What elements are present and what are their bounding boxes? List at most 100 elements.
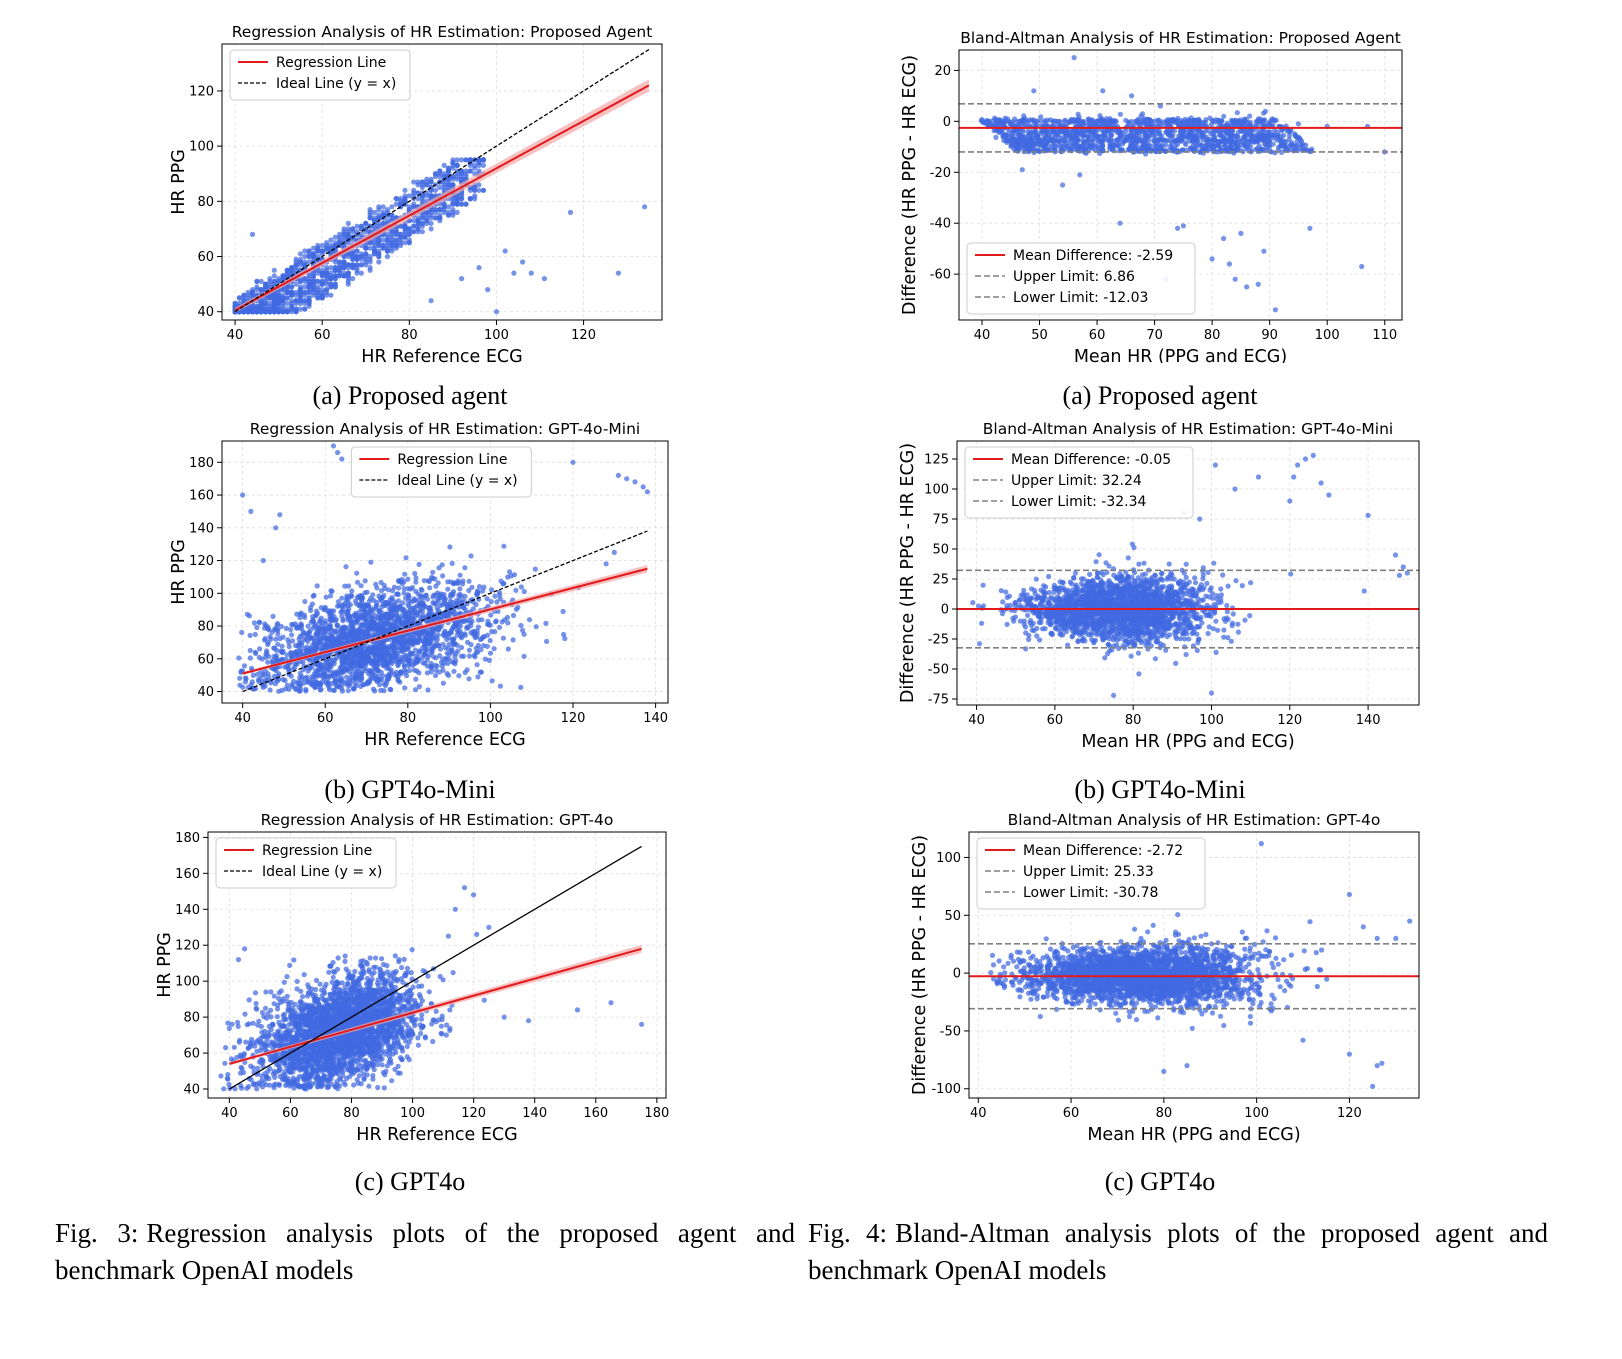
data-point [1261,110,1267,116]
data-point [1185,134,1191,140]
data-point [401,590,407,596]
data-point [367,240,373,246]
x-tick-label: 60 [314,328,331,343]
data-point [338,678,344,684]
data-point [393,196,399,202]
regression-plot-gpt4o-mini: Regression Analysis of HR Estimation: GP… [150,415,690,760]
data-point [469,596,475,603]
data-point [315,289,321,295]
data-point [487,622,493,628]
data-point [459,276,465,282]
data-point [445,660,451,666]
data-point [403,555,409,561]
data-point [384,237,391,243]
data-point [428,298,434,304]
data-point [437,218,443,224]
data-point [416,597,422,604]
data-point [413,579,419,585]
data-point [306,289,312,295]
data-point [398,196,404,202]
data-point [286,644,292,650]
data-point [489,678,495,684]
data-point [1138,121,1144,127]
data-point [1155,138,1161,144]
data-point [389,234,395,240]
data-point [467,168,473,174]
data-point [367,215,373,221]
data-point [249,231,256,237]
data-point [1173,137,1180,143]
data-point [241,663,248,669]
data-point [1219,138,1226,144]
data-point [280,287,286,293]
data-point [1027,140,1033,146]
data-point [280,276,286,282]
data-point [1117,134,1123,140]
data-point [263,300,269,306]
data-point [541,276,547,282]
data-point [406,240,412,246]
data-point [532,566,538,572]
data-point [476,187,482,193]
x-tick-label: 80 [401,328,418,343]
legend-label: Upper Limit: 6.86 [1013,269,1135,285]
data-point [1266,138,1272,145]
data-point [428,665,434,671]
data-point [302,248,308,254]
data-point [502,248,508,254]
data-point [403,652,409,659]
data-point [544,638,550,644]
data-point [329,680,335,687]
data-point [441,201,447,207]
data-point [476,157,482,163]
data-point [393,229,399,235]
data-point [1209,137,1215,143]
data-point [1078,131,1084,137]
plot-frame [221,43,663,321]
data-point [510,637,516,643]
data-point [289,289,295,295]
data-point [292,685,298,691]
data-point [1019,138,1025,144]
data-point [1170,116,1176,122]
data-point [1188,118,1194,124]
data-point [472,162,478,168]
data-point [1281,138,1287,145]
data-point [1154,148,1161,154]
data-point [371,248,378,254]
data-point [1248,143,1254,149]
data-point [267,303,273,309]
data-point [424,218,430,224]
data-point [367,245,373,251]
data-point [332,234,338,240]
data-point [354,270,360,276]
data-point [310,281,317,287]
data-point [1203,143,1209,149]
data-point [366,610,372,617]
data-point [246,613,252,619]
data-point [402,685,408,691]
data-point [1004,137,1010,143]
data-point [1008,121,1014,127]
data-point [1013,127,1019,133]
data-point [257,646,263,652]
data-point [350,226,356,232]
data-point [467,157,473,163]
data-point [345,688,351,694]
data-point [1213,143,1219,149]
data-point [306,300,312,306]
data-point [1247,137,1254,143]
data-point [335,603,341,609]
data-point [276,278,282,284]
data-point [328,588,334,594]
data-point [345,599,351,605]
data-point [427,585,433,591]
data-point [513,606,519,612]
data-point [462,565,468,571]
data-point [487,650,494,656]
data-point [411,218,417,224]
data-point [389,240,395,246]
chart-title: Regression Analysis of HR Estimation: Pr… [232,23,653,41]
data-point [1138,113,1144,119]
data-point [1104,116,1110,122]
